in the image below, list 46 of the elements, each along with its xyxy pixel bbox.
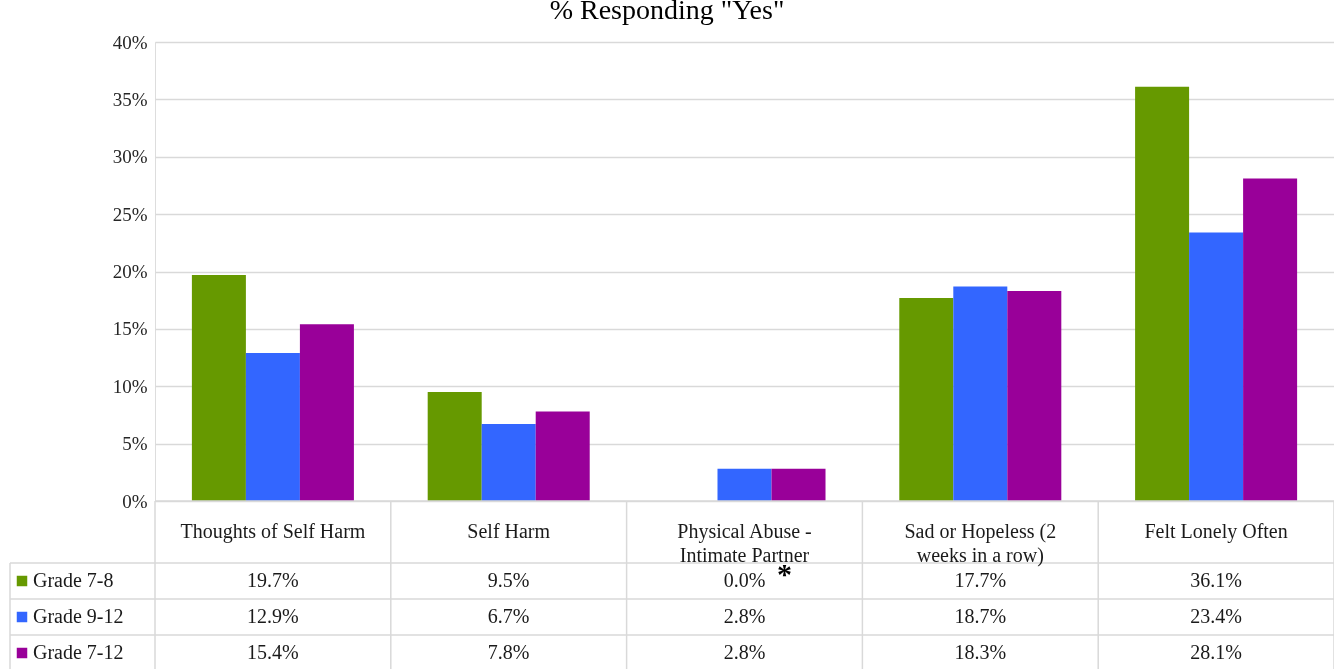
bar xyxy=(771,468,826,501)
y-tick-label: 5% xyxy=(122,433,148,455)
data-label: 15.4% xyxy=(247,641,299,663)
y-tick-label: 40% xyxy=(112,31,148,53)
bar xyxy=(535,411,590,501)
bar xyxy=(1007,291,1062,501)
data-label: 28.1% xyxy=(1190,641,1242,663)
bar xyxy=(427,391,482,501)
data-label: 6.7% xyxy=(487,605,530,627)
bar xyxy=(899,297,954,501)
bar xyxy=(299,324,354,501)
data-label: 23.4% xyxy=(1190,605,1242,627)
y-tick-label: 25% xyxy=(112,203,148,225)
data-label: 0.0% xyxy=(723,569,766,591)
legend-label: Grade 7-12 xyxy=(33,641,124,663)
data-label: 2.8% xyxy=(723,605,766,627)
data-label: 18.7% xyxy=(954,605,1007,627)
data-label: 17.7% xyxy=(954,569,1007,591)
data-label: 12.9% xyxy=(247,605,299,627)
y-tick-label: 10% xyxy=(112,375,148,397)
x-tick-label: Thoughts of Self Harm xyxy=(180,520,366,543)
y-tick-label: 15% xyxy=(112,318,148,340)
bar xyxy=(245,352,300,501)
y-tick-label: 0% xyxy=(122,490,148,512)
bar xyxy=(191,274,246,501)
y-tick-label: 30% xyxy=(112,146,148,168)
data-label: 7.8% xyxy=(487,641,530,663)
x-tick-label: Sad or Hopeless (2 weeks in a row) xyxy=(904,520,1057,567)
bar xyxy=(717,468,772,501)
y-tick-label: 20% xyxy=(112,261,148,282)
x-tick-label: Self Harm xyxy=(467,520,551,542)
bar xyxy=(953,286,1008,501)
x-tick-label: Felt Lonely Often xyxy=(1144,520,1288,543)
data-label: 36.1% xyxy=(1190,569,1242,591)
legend-label: Grade 7-8 xyxy=(33,569,114,591)
legend-label: Grade 9-12 xyxy=(33,605,124,627)
bar xyxy=(1243,178,1298,501)
bar xyxy=(1189,232,1244,501)
y-tick-label: 35% xyxy=(112,88,148,110)
bar xyxy=(1135,86,1190,501)
data-label: 2.8% xyxy=(723,641,766,663)
bar xyxy=(481,424,536,501)
data-label: 18.3% xyxy=(954,641,1007,663)
chart-title: % Responding "Yes" xyxy=(549,0,785,25)
data-label: 19.7% xyxy=(247,569,299,591)
data-label: 9.5% xyxy=(487,569,530,591)
